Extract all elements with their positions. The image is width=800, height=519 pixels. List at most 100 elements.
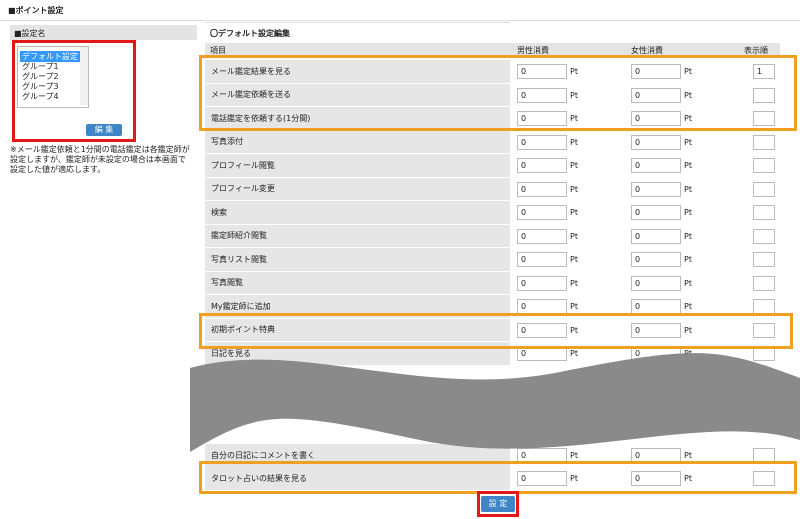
note: ※メール鑑定依頼と1分間の電話鑑定は各鑑定師が設定しますが、鑑定師が未設定の場合… (10, 145, 190, 174)
unit: Pt (570, 208, 578, 217)
order-input[interactable] (753, 322, 775, 338)
order-input[interactable] (753, 181, 775, 197)
list-option[interactable]: グループ2 (22, 72, 59, 81)
female-input[interactable]: 0 (631, 205, 681, 220)
male-input[interactable]: 0 (517, 228, 567, 244)
order-input[interactable] (753, 228, 775, 244)
order-input[interactable] (753, 134, 775, 150)
row-label: 写真リスト閲覧 (205, 248, 510, 272)
female-input[interactable]: 0 (631, 252, 681, 267)
order-input[interactable] (753, 111, 775, 126)
order-input[interactable] (753, 275, 775, 291)
divider (205, 22, 510, 23)
sidebar-title: ■設定名 (14, 29, 46, 38)
unit: Pt (570, 325, 578, 335)
unit: Pt (684, 451, 692, 460)
unit: Pt (684, 137, 692, 147)
table-header (205, 43, 780, 57)
female-input[interactable]: 0 (631, 471, 681, 486)
male-input[interactable]: 0 (517, 275, 567, 291)
row-label: メール鑑定結果を見る (205, 60, 510, 84)
unit: Pt (570, 231, 578, 241)
column-header: 女性消費 (631, 46, 663, 55)
unit: Pt (570, 137, 578, 147)
female-input[interactable]: 0 (631, 228, 681, 244)
list-option[interactable]: グループ4 (22, 92, 59, 101)
unit: Pt (570, 255, 578, 264)
male-input[interactable]: 0 (517, 64, 567, 79)
row-label: メール鑑定依頼を送る (205, 83, 510, 107)
female-input[interactable]: 0 (631, 181, 681, 197)
female-input[interactable]: 0 (631, 87, 681, 103)
top-bar (0, 0, 800, 21)
unit: Pt (570, 161, 578, 170)
row-label: 写真閲覧 (205, 271, 510, 295)
row-label: プロフィール閲覧 (205, 154, 510, 178)
submit-button[interactable]: 設 定 (481, 496, 515, 512)
unit: Pt (684, 90, 692, 100)
female-input[interactable]: 0 (631, 275, 681, 291)
unit: Pt (570, 67, 578, 76)
male-input[interactable]: 0 (517, 252, 567, 267)
column-header: 男性消費 (517, 46, 549, 55)
unit: Pt (684, 184, 692, 194)
unit: Pt (684, 255, 692, 264)
male-input[interactable]: 0 (517, 322, 567, 338)
row-label: 写真添付 (205, 130, 510, 154)
listbox[interactable]: デフォルト設定 グループ1 グループ2 グループ3 グループ4 (17, 46, 89, 108)
male-input[interactable]: 0 (517, 158, 567, 173)
row-label: 鑑定師紹介閲覧 (205, 224, 510, 248)
unit: Pt (684, 114, 692, 123)
row-label: 検索 (205, 201, 510, 225)
order-input[interactable] (753, 205, 775, 220)
column-header: 項目 (210, 46, 226, 55)
unit: Pt (684, 325, 692, 335)
list-option[interactable]: デフォルト設定 (20, 51, 80, 62)
unit: Pt (684, 302, 692, 311)
unit: Pt (570, 302, 578, 311)
editor-title: 〇デフォルト設定編集 (210, 29, 290, 38)
female-input[interactable]: 0 (631, 134, 681, 150)
page-title: ■ポイント設定 (8, 6, 64, 15)
list-option[interactable]: グループ3 (22, 82, 59, 91)
unit: Pt (570, 349, 578, 358)
row-label: 初期ポイント特典 (205, 318, 510, 342)
unit: Pt (684, 231, 692, 241)
unit: Pt (684, 208, 692, 217)
unit: Pt (570, 184, 578, 194)
unit: Pt (570, 114, 578, 123)
order-input[interactable] (753, 471, 775, 486)
row-label: My鑑定師に追加 (205, 295, 510, 319)
redaction-wave (190, 353, 800, 452)
unit: Pt (684, 278, 692, 288)
edit-button[interactable]: 編 集 (86, 124, 122, 136)
unit: Pt (684, 161, 692, 170)
row-label: プロフィール変更 (205, 177, 510, 201)
scrollbar (80, 47, 88, 105)
female-input[interactable]: 0 (631, 111, 681, 126)
unit: Pt (570, 451, 578, 460)
unit: Pt (570, 474, 578, 483)
female-input[interactable]: 0 (631, 64, 681, 79)
order-input[interactable]: 1 (753, 64, 775, 79)
unit: Pt (570, 90, 578, 100)
male-input[interactable]: 0 (517, 111, 567, 126)
male-input[interactable]: 0 (517, 205, 567, 220)
column-header: 表示順 (744, 46, 768, 55)
sidebar-header (10, 25, 197, 40)
male-input[interactable]: 0 (517, 87, 567, 103)
male-input[interactable]: 0 (517, 181, 567, 197)
male-input[interactable]: 0 (517, 134, 567, 150)
female-input[interactable]: 0 (631, 322, 681, 338)
order-input[interactable] (753, 252, 775, 267)
male-input[interactable]: 0 (517, 471, 567, 486)
list-option[interactable]: グループ1 (22, 62, 59, 71)
unit: Pt (684, 67, 692, 76)
unit: Pt (684, 474, 692, 483)
order-input[interactable] (753, 87, 775, 103)
order-input[interactable] (753, 158, 775, 173)
female-input[interactable]: 0 (631, 158, 681, 173)
row-label: タロット占いの結果を見る (205, 467, 510, 491)
